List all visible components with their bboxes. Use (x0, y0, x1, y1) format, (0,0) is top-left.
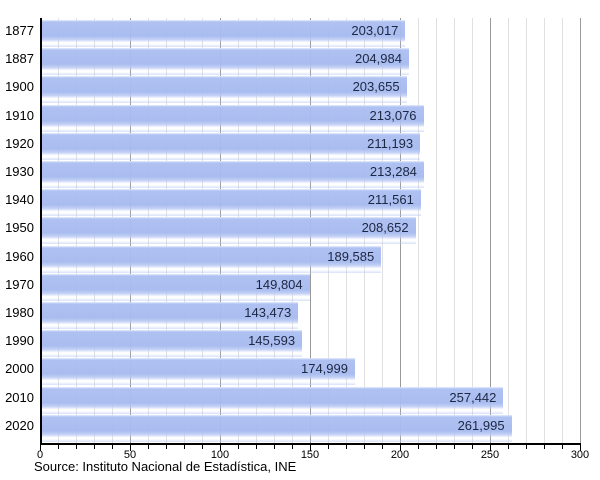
x-axis-tick (220, 445, 221, 451)
x-axis-tick (580, 445, 581, 451)
x-axis-tick (508, 445, 509, 449)
bar (41, 302, 299, 329)
x-axis-tick (544, 445, 545, 449)
x-axis-tick (148, 445, 149, 449)
x-axis-tick (76, 445, 77, 449)
year-label: 1940 (5, 192, 34, 208)
bar (41, 161, 424, 188)
bar-value-label: 211,561 (367, 192, 414, 208)
x-axis-tick (238, 445, 239, 449)
x-axis-tick (166, 445, 167, 449)
gridline-minor (544, 18, 545, 444)
x-axis-tick (58, 445, 59, 449)
x-axis-line (40, 443, 581, 445)
x-axis-tick (418, 445, 419, 449)
x-tick-label: 250 (480, 449, 500, 461)
bar-value-label: 145,593 (248, 333, 296, 349)
gridline-minor (508, 18, 509, 444)
x-axis-tick (382, 445, 383, 449)
x-tick-label: 150 (300, 449, 320, 461)
year-label: 1930 (5, 164, 34, 179)
x-axis-tick (472, 445, 473, 449)
year-label: 1910 (5, 107, 34, 123)
x-axis-tick (130, 445, 131, 451)
x-axis-tick (256, 445, 257, 449)
gridline-minor (526, 18, 527, 444)
year-label: 1877 (5, 23, 34, 38)
gridline-major (490, 18, 491, 444)
year-label: 1887 (5, 51, 34, 67)
gridline-minor (562, 18, 563, 444)
x-axis-tick (184, 445, 185, 449)
bar-value-label: 149,804 (255, 276, 303, 292)
bar (41, 273, 310, 301)
bar (41, 76, 407, 104)
gridline-major (580, 18, 581, 444)
bar-value-label: 143,473 (244, 305, 292, 320)
x-axis-tick (94, 445, 95, 449)
bar-value-label: 213,076 (369, 107, 417, 123)
year-label: 2010 (5, 389, 34, 405)
x-tick-label: 50 (123, 449, 137, 461)
bar (41, 217, 416, 245)
year-label: 1920 (5, 135, 34, 151)
year-label: 1980 (5, 305, 34, 320)
year-label: 1970 (5, 276, 34, 292)
bar-value-label: 203,017 (351, 23, 399, 38)
bar-value-label: 261,995 (457, 417, 505, 433)
x-axis-tick (526, 445, 527, 449)
x-axis-tick (292, 445, 293, 449)
x-axis-tick (202, 445, 203, 449)
bar-value-label: 174,999 (300, 361, 348, 377)
gridline-minor (418, 18, 419, 444)
gridline-minor (454, 18, 455, 444)
x-axis-tick (436, 445, 437, 449)
bar (41, 104, 424, 132)
bar (41, 132, 421, 160)
x-tick-label: 200 (390, 449, 410, 461)
x-axis-tick (310, 445, 311, 451)
bar (41, 189, 421, 217)
bar-value-label: 211,193 (367, 135, 414, 151)
year-label: 2020 (5, 417, 34, 433)
bar (41, 48, 409, 76)
x-axis-tick (274, 445, 275, 449)
bar (41, 245, 382, 273)
bar (41, 358, 355, 386)
x-axis-tick (346, 445, 347, 449)
x-axis-tick (328, 445, 329, 449)
year-label: 1990 (5, 333, 34, 349)
bar-value-label: 189,585 (327, 248, 375, 264)
gridline-minor (436, 18, 437, 444)
year-label: 2000 (5, 361, 34, 377)
bar (41, 386, 504, 414)
x-axis-tick (364, 445, 365, 449)
x-axis-tick (490, 445, 491, 451)
x-axis-tick (562, 445, 563, 449)
x-axis-tick (112, 445, 113, 449)
year-label: 1950 (5, 220, 34, 236)
x-tick-label: 0 (36, 449, 44, 461)
bar (41, 330, 303, 358)
x-axis-tick (40, 445, 41, 451)
year-label: 1900 (5, 79, 34, 95)
y-axis-line (40, 18, 42, 444)
x-tick-label: 100 (210, 449, 230, 461)
bar (41, 414, 512, 442)
source-caption: Source: Instituto Nacional de Estadístic… (34, 459, 297, 474)
bar-value-label: 257,442 (449, 389, 497, 405)
x-tick-label: 300 (570, 449, 590, 461)
bar-value-label: 208,652 (361, 220, 409, 236)
bar-value-label: 203,655 (352, 79, 400, 95)
x-axis-tick (454, 445, 455, 449)
bar-value-label: 213,284 (369, 164, 417, 179)
gridline-minor (472, 18, 473, 444)
bar-value-label: 204,984 (354, 51, 402, 67)
year-label: 1960 (5, 248, 34, 264)
bar (41, 20, 406, 47)
x-axis-tick (400, 445, 401, 451)
